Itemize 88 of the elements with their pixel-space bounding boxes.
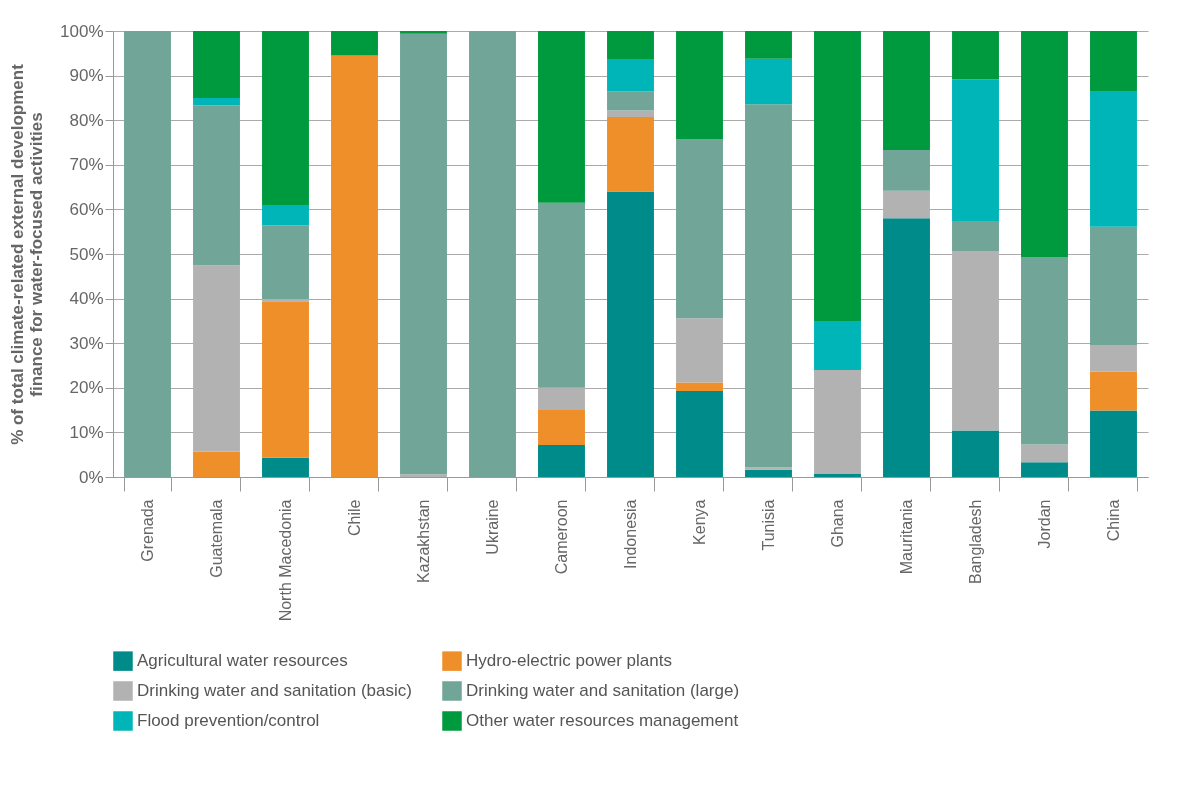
y-tick-label: 90% [69,66,104,86]
bar [607,117,654,192]
y-tick-label: 50% [69,244,104,264]
bar [262,301,309,458]
y-tick-label: 30% [69,333,104,353]
bar [400,31,447,34]
y-tick-label: 20% [69,378,104,398]
bar [607,110,654,118]
bar [193,97,240,106]
bar [538,31,585,203]
y-tick-label: 10% [69,422,104,442]
y-tick-label: 70% [69,155,104,175]
x-tick-label: Bangladesh [967,499,984,585]
bar [952,430,999,477]
x-tick-label: Jordan [1036,499,1053,549]
bar [814,473,861,477]
bar [952,31,999,80]
legend-label: Flood prevention/control [137,711,320,730]
bar [262,225,309,300]
legend-label: Other water resources management [466,711,739,730]
bar [676,382,723,391]
y-axis-title: % of total climate-related external development finance for water-focused activities [8,63,47,445]
bar [400,33,447,475]
bar [883,218,930,477]
bar [538,410,585,445]
bar [676,139,723,319]
bar [193,105,240,266]
x-tick-label: Cameroon [553,499,570,575]
x-tick-label: Ghana [829,499,846,548]
bar [607,191,654,477]
bar [262,31,309,205]
bar [607,91,654,111]
y-tick-label: 40% [69,289,104,309]
y-tick-label: 80% [69,110,104,130]
y-tick-label: 60% [69,199,104,219]
bar [883,31,930,151]
bar [607,59,654,92]
x-tick-label: Ukraine [484,499,501,555]
bar [1021,31,1068,258]
bar [745,104,792,468]
legend-label: Drinking water and sanitation (large) [466,681,740,700]
bar [469,31,516,477]
bar [538,444,585,477]
bar [193,451,240,477]
bar [745,467,792,470]
y-tick-label: 0% [78,467,104,487]
bar [331,31,378,56]
bar [193,31,240,98]
bar [952,221,999,251]
legend-label: Hydro-electric power plants [466,651,672,671]
bar [814,31,861,321]
bar [1021,257,1068,445]
x-tick-label: Kenya [691,499,708,545]
x-tick-label: Kazakhstan [415,499,432,584]
bar [745,469,792,477]
bar [331,55,378,477]
bar [607,31,654,60]
bar [676,390,723,477]
y-tick-label: 100% [60,21,104,41]
bar [538,202,585,388]
legend-label: Drinking water and sanitation (basic) [137,681,412,700]
x-tick-label: Indonesia [622,499,639,569]
bar [1090,226,1137,345]
bar [1090,344,1137,372]
bar [676,31,723,140]
bar [745,58,792,105]
bar [1090,371,1137,411]
bar [1021,444,1068,463]
bar [952,79,999,221]
bar [814,320,861,370]
bar [1090,410,1137,477]
x-tick-label: China [1105,499,1122,542]
bar [1090,91,1137,227]
x-tick-label: Grenada [139,499,156,562]
x-tick-label: North Macedonia [277,499,294,622]
x-tick-label: Chile [346,499,363,536]
bar [745,31,792,59]
x-tick-label: Tunisia [760,499,777,551]
bar [1090,31,1137,92]
x-tick-label: Guatemala [208,499,225,578]
bar [124,31,171,477]
bar [262,457,309,477]
bar [400,474,447,477]
legend-label: Agricultural water resources [137,651,348,671]
bar [883,150,930,191]
x-tick-label: Mauritania [898,499,915,575]
bar [262,204,309,226]
bar [1021,462,1068,477]
